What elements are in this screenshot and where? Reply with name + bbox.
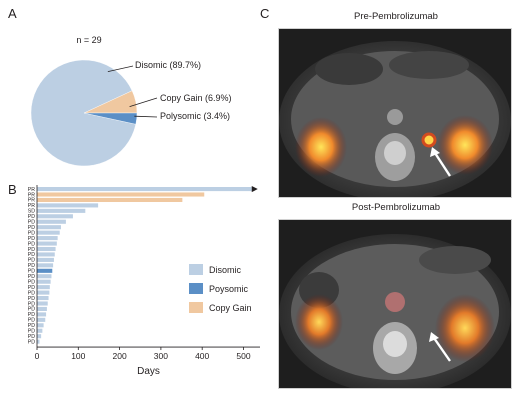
pie-leader-line bbox=[134, 115, 158, 118]
bar-row-label: PD bbox=[28, 236, 35, 242]
bar-row-label: PD bbox=[28, 225, 35, 231]
bar-row-label: PD bbox=[28, 230, 35, 236]
bar bbox=[37, 301, 48, 306]
bar bbox=[37, 339, 40, 344]
bar bbox=[37, 306, 47, 311]
ongoing-arrow-icon bbox=[251, 186, 258, 193]
bar-row-label: PD bbox=[28, 263, 35, 269]
pie-leader-line bbox=[107, 65, 134, 73]
legend-label: Disomic bbox=[209, 265, 242, 275]
bar bbox=[37, 192, 205, 197]
bar-row-label: PD bbox=[28, 241, 35, 247]
bar bbox=[37, 246, 56, 252]
bar-row-label: SD bbox=[28, 209, 35, 215]
x-tick-label: 0 bbox=[35, 351, 40, 361]
bar bbox=[37, 263, 54, 268]
bar bbox=[37, 328, 43, 333]
bar bbox=[37, 197, 183, 202]
bar bbox=[37, 290, 50, 295]
pre-ct-image bbox=[278, 28, 512, 198]
bar-row-label: PD bbox=[28, 323, 35, 329]
bar-row-label: PR bbox=[28, 203, 35, 209]
bar-row-label: PD bbox=[28, 214, 35, 220]
x-tick-label: 200 bbox=[112, 351, 126, 361]
bar bbox=[37, 274, 52, 279]
bar-row-label: PD bbox=[28, 301, 35, 307]
bar-row-label: PD bbox=[28, 220, 35, 226]
bar-row-label: PD bbox=[28, 285, 35, 291]
post-image-title: Post-Pembrolizumab bbox=[351, 202, 441, 213]
arrow-icon bbox=[433, 337, 451, 362]
bar-row-label: PD bbox=[28, 247, 35, 253]
bar bbox=[37, 323, 44, 328]
x-axis-title: Days bbox=[137, 366, 160, 377]
bar bbox=[37, 225, 61, 230]
pie-slice-disomic bbox=[30, 59, 137, 167]
bar bbox=[37, 257, 54, 262]
bar bbox=[37, 187, 252, 192]
bar bbox=[37, 279, 51, 284]
bar bbox=[37, 268, 53, 273]
bar-row-label: PD bbox=[28, 312, 35, 318]
bar bbox=[37, 334, 42, 339]
pie-chart: n = 29 Disomic (89.7%) Copy Gain (6.9%) Po… bbox=[30, 35, 232, 167]
ct-figure: Pre-Pembrolizumab Post-Pembrolizumab bbox=[278, 10, 514, 400]
bar-row-label: PD bbox=[28, 258, 35, 264]
legend-label: Copy Gain bbox=[209, 303, 252, 313]
bar bbox=[37, 219, 66, 224]
bar-row-label: PD bbox=[28, 296, 35, 302]
bar bbox=[37, 208, 86, 213]
bar-row-label: PD bbox=[28, 318, 35, 324]
pie-label-polysomic: Polysomic (3.4%) bbox=[160, 111, 230, 121]
pie-n-label: n = 29 bbox=[76, 35, 101, 45]
bar bbox=[37, 230, 60, 235]
bar-row-label: PR bbox=[28, 187, 35, 193]
bar-row-label: PD bbox=[28, 329, 35, 335]
bar-chart: PRPRPRPRSDPDPDPDPDPDPDPDPDPDPDPDPDPDPDPD… bbox=[28, 185, 260, 377]
lesion-marker bbox=[421, 132, 437, 148]
panel-label-c: C bbox=[260, 6, 270, 21]
post-ct-image bbox=[278, 219, 512, 389]
bar-row-label: PD bbox=[28, 339, 35, 345]
bar bbox=[37, 296, 49, 301]
panel-label-a: A bbox=[8, 6, 17, 21]
x-tick-label: 300 bbox=[154, 351, 168, 361]
x-tick-label: 100 bbox=[71, 351, 85, 361]
pie-slice-polysomic bbox=[83, 112, 138, 125]
bar-row-label: PD bbox=[28, 269, 35, 275]
legend-swatch bbox=[189, 283, 203, 294]
bar-row-label: PD bbox=[28, 334, 35, 340]
arrow-icon bbox=[433, 152, 452, 177]
bar bbox=[37, 203, 99, 208]
legend-swatch bbox=[189, 302, 203, 313]
x-tick-label: 400 bbox=[195, 351, 209, 361]
bar bbox=[37, 317, 46, 322]
bar bbox=[37, 252, 55, 257]
bar-row-label: PD bbox=[28, 274, 35, 280]
pie-label-disomic: Disomic (89.7%) bbox=[135, 60, 201, 70]
bar-row-label: PD bbox=[28, 279, 35, 285]
bar bbox=[37, 312, 47, 317]
pie-label-copy-gain: Copy Gain (6.9%) bbox=[160, 93, 232, 103]
bar bbox=[37, 214, 73, 219]
legend-swatch bbox=[189, 264, 203, 275]
bar bbox=[37, 241, 57, 246]
pre-image-title: Pre-Pembrolizumab bbox=[354, 11, 438, 22]
bar bbox=[37, 285, 50, 290]
pie-leader-line bbox=[129, 97, 158, 108]
legend-label: Poysomic bbox=[209, 284, 249, 294]
panel-label-b: B bbox=[8, 182, 17, 197]
bar-row-label: PR bbox=[28, 192, 35, 198]
bar-row-label: PR bbox=[28, 198, 35, 204]
bar-row-label: PD bbox=[28, 252, 35, 258]
x-tick-label: 500 bbox=[236, 351, 250, 361]
bar-row-label: PD bbox=[28, 290, 35, 296]
bar bbox=[37, 236, 58, 241]
bar-row-label: PD bbox=[28, 307, 35, 313]
